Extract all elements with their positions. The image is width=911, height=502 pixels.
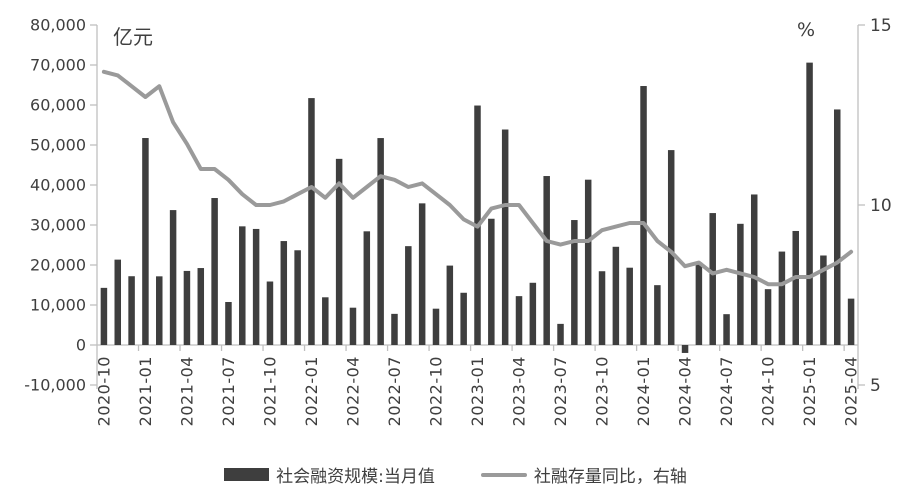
bar-2023-04 xyxy=(515,296,523,345)
bar-2022-07 xyxy=(391,313,398,345)
bar-2024-11 xyxy=(778,251,786,345)
x-axis-tick-label: 2022-10 xyxy=(426,356,445,426)
bar-2021-10 xyxy=(266,281,274,345)
right-axis-tick-label: 5 xyxy=(870,376,881,396)
bar-2023-09 xyxy=(584,179,592,345)
bar-2022-08 xyxy=(405,246,412,345)
bar-2021-12 xyxy=(294,250,301,345)
bar-2021-07 xyxy=(225,301,232,345)
bar-2024-05 xyxy=(695,262,703,345)
left-axis-tick-label: 50,000 xyxy=(30,136,86,155)
bar-2022-09 xyxy=(418,203,426,345)
right-axis-unit-label: % xyxy=(797,19,816,41)
bar-2021-08 xyxy=(239,226,246,345)
bar-2021-03 xyxy=(169,210,177,345)
x-axis-tick-label: 2022-07 xyxy=(385,356,404,426)
bar-2024-08 xyxy=(737,223,744,345)
bar-2023-02 xyxy=(488,218,495,345)
bar-2023-11 xyxy=(612,246,620,345)
legend: 社会融资规模:当月值 社融存量同比，右轴 xyxy=(0,462,911,487)
x-axis-tick-label: 2023-01 xyxy=(468,356,487,426)
bar-2024-10 xyxy=(764,289,772,345)
x-axis-tick-label: 2024-10 xyxy=(759,356,778,426)
bar-2020-11 xyxy=(114,259,122,345)
bar-2024-02 xyxy=(654,285,661,345)
line-series-label: 社融存量同比，右轴 xyxy=(533,467,687,487)
bar-2022-03 xyxy=(335,158,343,345)
bar-2024-01 xyxy=(640,86,647,346)
bar-2021-01 xyxy=(142,138,149,345)
bar-2025-03 xyxy=(833,109,841,346)
x-axis-tick-label: 2021-07 xyxy=(219,356,238,426)
x-axis-tick-label: 2022-04 xyxy=(343,356,362,426)
line-series-swatch xyxy=(480,472,527,477)
bar-2022-10 xyxy=(432,308,440,345)
x-axis-tick-label: 2024-07 xyxy=(717,356,736,426)
bar-2022-01 xyxy=(308,98,315,345)
right-axis-tick-label: 10 xyxy=(870,196,892,216)
left-axis-tick-label: 0 xyxy=(76,336,86,355)
bar-2021-04 xyxy=(183,270,191,345)
x-axis-tick-label: 2024-01 xyxy=(634,356,653,426)
bar-2020-10 xyxy=(100,287,108,345)
x-axis-tick-label: 2021-04 xyxy=(177,356,196,426)
bar-2024-06 xyxy=(709,213,716,345)
bar-2022-04 xyxy=(349,307,357,345)
bar-2023-12 xyxy=(626,267,633,345)
bar-2025-01 xyxy=(806,62,813,346)
right-axis-tick-label: 15 xyxy=(870,16,892,36)
bar-2023-07 xyxy=(557,323,564,345)
left-axis-tick-label: 80,000 xyxy=(30,16,86,35)
bar-2022-02 xyxy=(322,297,329,345)
bar-series-label: 社会融资规模:当月值 xyxy=(276,467,435,487)
left-axis-tick-label: 40,000 xyxy=(30,176,86,195)
bar-2025-04 xyxy=(847,298,855,345)
bar-2024-04 xyxy=(681,345,689,353)
x-axis-tick-label: 2021-01 xyxy=(136,356,155,426)
bar-2023-08 xyxy=(571,220,578,345)
bar-2020-12 xyxy=(128,276,135,345)
bar-2024-03 xyxy=(667,150,675,345)
bar-2023-06 xyxy=(543,176,550,345)
legend-item-bar-series: 社会融资规模:当月值 xyxy=(224,462,435,487)
bar-2021-05 xyxy=(197,268,205,345)
left-axis-tick-label: 30,000 xyxy=(30,216,86,235)
bar-2023-05 xyxy=(529,282,537,345)
bar-2021-11 xyxy=(280,241,288,345)
x-axis-tick-label: 2023-04 xyxy=(510,356,529,426)
bar-2022-05 xyxy=(363,231,371,345)
bar-2021-02 xyxy=(156,276,163,345)
line-series xyxy=(101,69,854,287)
left-axis-tick-label: 10,000 xyxy=(30,296,86,315)
left-axis-tick-label: 60,000 xyxy=(30,96,86,115)
x-axis-tick-label: 2023-07 xyxy=(551,356,570,426)
bar-2022-11 xyxy=(446,265,454,345)
bar-2021-06 xyxy=(211,198,218,345)
bar-series-swatch xyxy=(224,468,270,481)
bar-2024-12 xyxy=(792,230,799,345)
legend-item-line-series: 社融存量同比，右轴 xyxy=(480,462,687,487)
bar-2023-03 xyxy=(501,129,509,345)
x-axis-tick-label: 2020-10 xyxy=(94,356,113,426)
x-axis-tick-label: 2025-04 xyxy=(842,356,861,426)
bar-2024-09 xyxy=(750,194,758,345)
x-axis-tick-label: 2022-01 xyxy=(302,356,321,426)
bar-2022-06 xyxy=(377,138,384,345)
left-axis-tick-label: 70,000 xyxy=(30,56,86,75)
x-axis-tick-label: 2021-10 xyxy=(260,356,279,426)
bar-2021-09 xyxy=(252,228,260,345)
left-axis-tick-label: 20,000 xyxy=(30,256,86,275)
x-axis-tick-label: 2024-04 xyxy=(676,356,695,426)
bar-2025-02 xyxy=(820,255,827,345)
bar-2022-12 xyxy=(460,292,467,345)
x-axis-tick-label: 2023-10 xyxy=(593,356,612,426)
bar-2023-10 xyxy=(598,271,606,345)
bar-2024-07 xyxy=(723,314,730,345)
left-axis-tick-label: -10,000 xyxy=(24,376,86,395)
x-axis-tick-label: 2025-01 xyxy=(800,356,819,426)
left-axis-unit-label: 亿元 xyxy=(113,25,153,49)
